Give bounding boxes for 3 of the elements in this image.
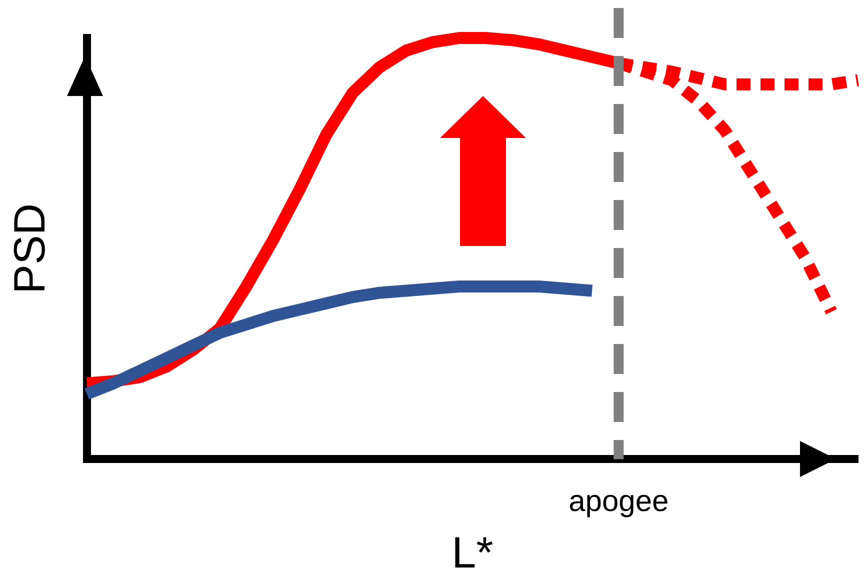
y-axis-title: PSD [6, 203, 55, 294]
text: apogee [568, 485, 669, 518]
x-axis-title: L* [452, 528, 494, 578]
